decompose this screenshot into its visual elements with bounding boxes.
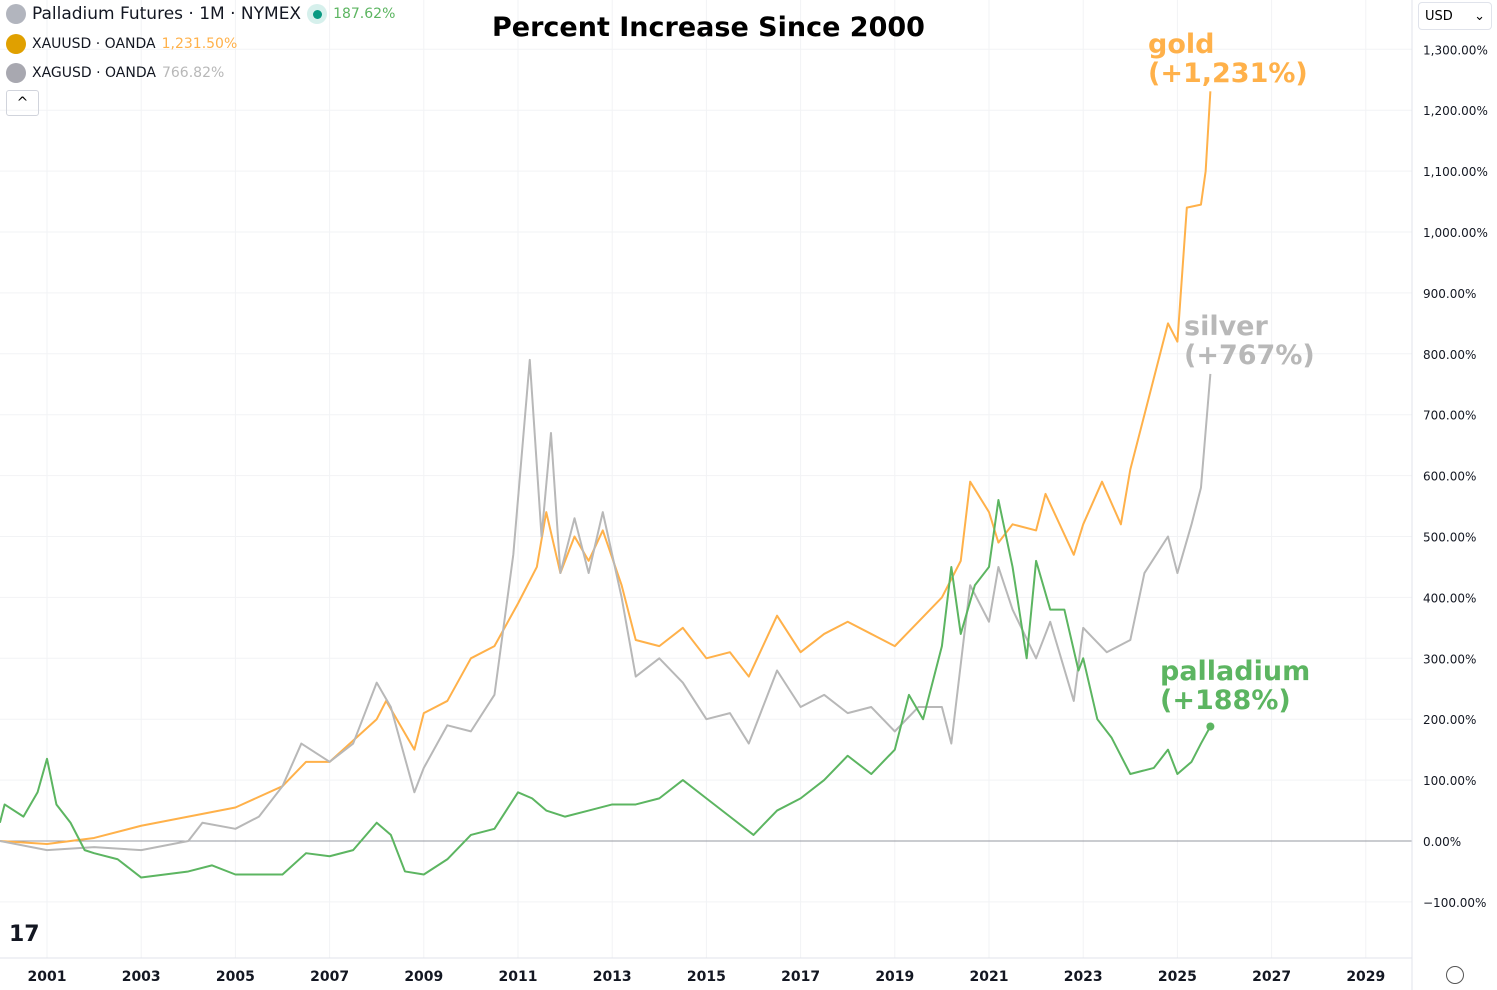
x-tick-label: 2003 — [122, 969, 161, 985]
x-tick-label: 2029 — [1346, 969, 1385, 985]
y-tick-label: 400.00% — [1423, 591, 1476, 605]
x-tick-label: 2027 — [1252, 969, 1291, 985]
tradingview-logo[interactable]: 17 — [9, 922, 40, 947]
gold-series-value: 1,231.50% — [161, 36, 238, 52]
silver-annotation: silver (+767%) — [1184, 312, 1315, 370]
y-tick-label: 1,300.00% — [1423, 43, 1488, 57]
y-tick-label: 800.00% — [1423, 348, 1476, 362]
y-tick-label: −100.00% — [1423, 896, 1486, 910]
legend-silver[interactable]: XAGUSD · OANDA 766.82% — [6, 63, 224, 83]
y-tick-label: 0.00% — [1423, 835, 1461, 849]
chart-title: Percent Increase Since 2000 — [492, 12, 925, 43]
y-tick-label: 1,100.00% — [1423, 165, 1488, 179]
currency-label: USD — [1425, 8, 1453, 24]
silver-series-value: 766.82% — [161, 65, 225, 81]
palladium-line — [0, 498, 1212, 879]
chevron-down-icon: ⌄ — [1474, 8, 1485, 24]
palladium-annotation: palladium (+188%) — [1160, 657, 1310, 715]
collapse-legend-button[interactable]: ^ — [6, 90, 39, 116]
silver-series-label: XAGUSD · OANDA — [32, 65, 156, 81]
palladium-annotation-pct: (+188%) — [1160, 685, 1291, 716]
gold-annotation: gold (+1,231%) — [1148, 30, 1308, 88]
silver-annotation-name: silver — [1184, 311, 1268, 342]
x-tick-label: 2023 — [1064, 969, 1103, 985]
x-tick-label: 2011 — [499, 969, 538, 985]
gold-annotation-pct: (+1,231%) — [1148, 58, 1308, 89]
silver-icon — [6, 63, 26, 83]
x-tick-label: 2025 — [1158, 969, 1197, 985]
x-tick-label: 2013 — [593, 969, 632, 985]
gold-icon — [6, 34, 26, 54]
y-tick-label: 100.00% — [1423, 774, 1476, 788]
x-tick-label: 2007 — [310, 969, 349, 985]
settings-icon[interactable] — [1446, 966, 1464, 984]
x-tick-label: 2021 — [970, 969, 1009, 985]
legend-main[interactable]: Palladium Futures · 1M · NYMEX 187.62% — [6, 4, 395, 24]
y-tick-label: 300.00% — [1423, 652, 1476, 666]
main-series-value: 187.62% — [333, 6, 396, 22]
palladium-annotation-name: palladium — [1160, 656, 1311, 687]
y-tick-label: 700.00% — [1423, 409, 1476, 423]
x-tick-label: 2005 — [216, 969, 255, 985]
gold-series-label: XAUUSD · OANDA — [32, 36, 156, 52]
palladium-last-point — [1206, 722, 1215, 731]
legend-gold[interactable]: XAUUSD · OANDA 1,231.50% — [6, 34, 237, 54]
x-tick-label: 2017 — [781, 969, 820, 985]
x-tick-label: 2019 — [875, 969, 914, 985]
silver-annotation-pct: (+767%) — [1184, 340, 1315, 371]
y-tick-label: 500.00% — [1423, 531, 1476, 545]
y-tick-label: 1,200.00% — [1423, 104, 1488, 118]
palladium-icon — [6, 4, 26, 24]
x-tick-label: 2001 — [28, 969, 67, 985]
gold-line — [0, 91, 1212, 846]
y-tick-label: 600.00% — [1423, 470, 1476, 484]
x-tick-label: 2015 — [687, 969, 726, 985]
y-tick-label: 200.00% — [1423, 713, 1476, 727]
x-tick-label: 2009 — [404, 969, 443, 985]
gold-annotation-name: gold — [1148, 29, 1215, 60]
market-status-icon[interactable] — [307, 4, 328, 24]
main-series-label: Palladium Futures · 1M · NYMEX — [32, 4, 302, 24]
silver-line — [0, 358, 1212, 852]
y-tick-label: 1,000.00% — [1423, 226, 1488, 240]
y-tick-label: 900.00% — [1423, 287, 1476, 301]
currency-select[interactable]: USD ⌄ — [1418, 2, 1492, 30]
